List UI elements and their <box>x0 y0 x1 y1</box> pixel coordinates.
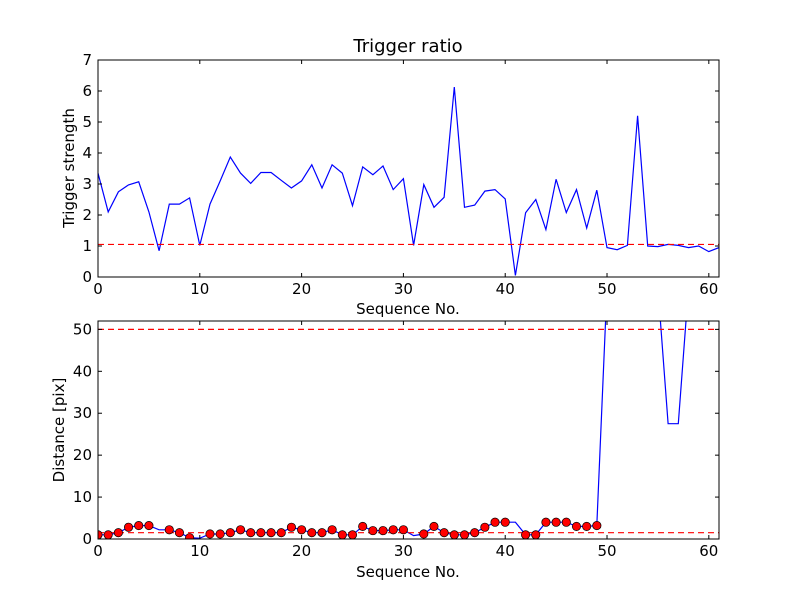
top-y-tick-label: 3 <box>82 175 92 193</box>
bottom-y-axis-label: Distance [pix] <box>50 378 68 483</box>
top-y-tick-label: 4 <box>82 144 92 162</box>
distance-marker <box>429 521 439 531</box>
distance-marker <box>185 533 195 539</box>
distance-marker <box>215 529 225 539</box>
distance-marker <box>470 528 480 538</box>
distance-marker <box>358 521 368 531</box>
distance-marker <box>123 522 134 532</box>
distance-marker <box>256 528 266 538</box>
distance-marker <box>276 528 286 538</box>
distance-marker <box>103 530 113 539</box>
bottom-x-ticks: 0 10 20 30 40 50 60 <box>93 321 718 560</box>
top-y-ticks: 0 1 2 3 4 5 6 7 <box>82 51 719 286</box>
bottom-y-ticks: 0 10 20 30 40 50 <box>73 320 719 548</box>
top-y-tick-label: 7 <box>82 51 92 69</box>
distance-threshold-group <box>98 328 719 534</box>
bottom-y-tick-label: 20 <box>73 446 92 464</box>
trigger-series-group <box>98 86 719 276</box>
top-y-tick-label: 0 <box>82 268 92 286</box>
distance-marker <box>347 530 358 539</box>
bottom-x-axis-label: Sequence No. <box>356 563 460 581</box>
top-x-tick-label: 60 <box>699 280 718 298</box>
top-x-tick-label: 50 <box>597 280 616 298</box>
top-series-line <box>98 86 719 276</box>
distance-marker <box>246 528 256 538</box>
chart-title: Trigger ratio <box>352 36 462 57</box>
distance-marker <box>439 528 449 538</box>
distance-marker <box>286 522 296 532</box>
distance-marker <box>327 525 337 535</box>
distance-marker <box>205 529 215 539</box>
distance-marker <box>113 528 123 538</box>
distance-marker <box>337 530 347 539</box>
trigger-ratio-plot: Trigger ratio 0 10 20 30 40 50 60 0 1 2 3 4 5 6 7 Seq… <box>60 36 720 318</box>
top-y-tick-label: 1 <box>82 237 92 255</box>
top-y-tick-label: 5 <box>82 113 92 131</box>
bottom-y-tick-label: 30 <box>73 404 92 422</box>
bottom-y-tick-label: 50 <box>73 320 92 338</box>
top-x-tick-label: 30 <box>394 280 413 298</box>
bottom-y-tick-label: 40 <box>73 362 92 380</box>
bottom-x-tick-label: 50 <box>597 542 616 560</box>
distance-marker <box>480 522 490 532</box>
distance-marker <box>521 530 531 539</box>
distance-marker <box>388 525 398 535</box>
distance-marker <box>235 525 246 535</box>
distance-marker <box>500 517 510 527</box>
bottom-axes-frame <box>97 320 720 540</box>
distance-marker <box>531 530 541 539</box>
distance-marker <box>419 529 429 539</box>
distance-marker <box>571 521 582 531</box>
distance-marker <box>449 530 459 539</box>
distance-marker <box>144 521 154 531</box>
bottom-y-tick-label: 0 <box>82 530 92 548</box>
bottom-x-tick-label: 10 <box>190 542 209 560</box>
distance-marker <box>317 528 327 538</box>
distance-marker <box>225 528 235 538</box>
top-y-axis-label: Trigger strength <box>60 108 78 229</box>
distance-marker <box>134 521 144 531</box>
top-x-tick-label: 0 <box>93 280 103 298</box>
distance-marker <box>551 517 561 527</box>
top-axes-frame <box>97 59 720 278</box>
distance-marker <box>459 530 470 539</box>
top-x-ticks: 0 10 20 30 40 50 60 <box>93 60 718 298</box>
distance-marker <box>592 521 602 531</box>
bottom-x-tick-label: 20 <box>292 542 311 560</box>
distance-marker <box>174 528 184 538</box>
distance-marker <box>164 525 174 535</box>
distance-marker <box>297 525 307 535</box>
distance-marker <box>398 525 408 535</box>
distance-marker <box>307 528 317 538</box>
top-x-axis-label: Sequence No. <box>356 300 460 318</box>
distance-marker <box>368 526 378 536</box>
distance-plot: 0 10 20 30 40 50 60 0 10 20 30 40 50 Sequence No. D… <box>50 320 720 581</box>
bottom-x-tick-label: 60 <box>699 542 718 560</box>
bottom-x-tick-label: 0 <box>93 542 103 560</box>
bottom-x-tick-label: 30 <box>394 542 413 560</box>
bottom-x-tick-label: 40 <box>496 542 515 560</box>
distance-marker <box>378 526 388 536</box>
top-x-tick-label: 40 <box>496 280 515 298</box>
distance-marker <box>490 517 500 527</box>
bottom-y-tick-label: 10 <box>73 488 92 506</box>
top-x-tick-label: 20 <box>292 280 311 298</box>
distance-marker <box>266 528 276 538</box>
top-y-tick-label: 6 <box>82 82 92 100</box>
top-x-tick-label: 10 <box>190 280 209 298</box>
top-y-tick-label: 2 <box>82 206 92 224</box>
distance-markers-group <box>98 517 602 539</box>
distance-marker <box>561 517 571 527</box>
distance-marker <box>582 521 592 531</box>
distance-marker <box>541 517 551 527</box>
